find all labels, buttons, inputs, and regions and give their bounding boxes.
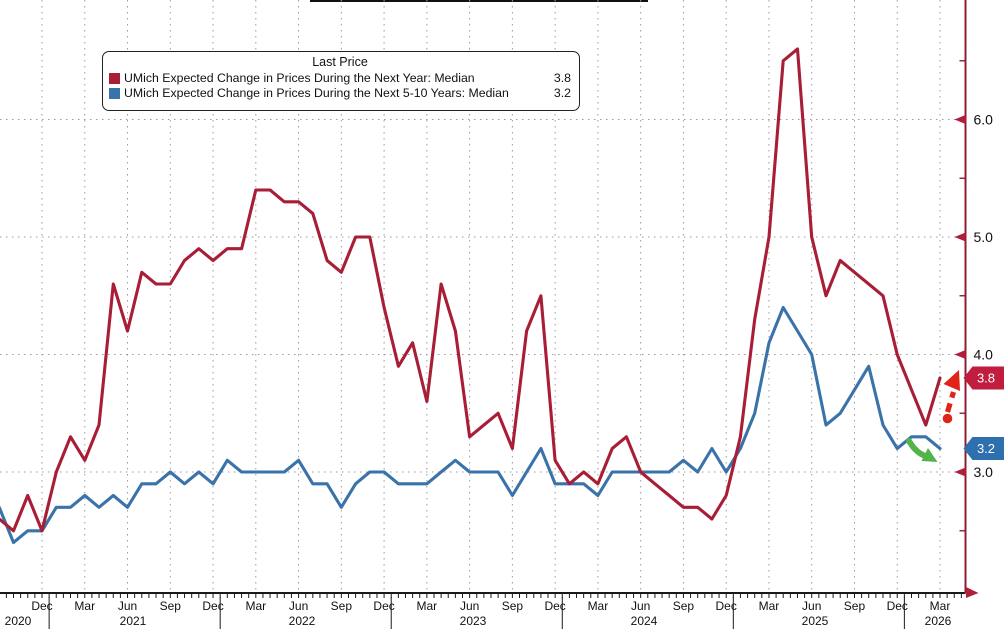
x-tick-label: Dec — [544, 599, 565, 613]
x-year-label: 2021 — [120, 614, 147, 628]
series-line-next-5-10-years — [0, 305, 942, 545]
x-tick-label: Mar — [74, 599, 95, 613]
x-tick-label: Dec — [31, 599, 52, 613]
red-up-arrowhead-icon — [943, 370, 960, 391]
series-line-next-year — [0, 47, 942, 533]
x-tick-label: Mar — [759, 599, 780, 613]
green-down-arrowhead-icon — [921, 448, 938, 462]
series-value-next-year: 3.8 — [553, 71, 571, 85]
last-price-badge-next-5-10-years — [963, 437, 1004, 460]
series-label-next-5-10-years: UMich Expected Change in Prices During t… — [124, 86, 509, 100]
series-label-next-year: UMich Expected Change in Prices During t… — [124, 71, 475, 85]
y-tick-arrow-icon — [954, 350, 966, 359]
x-tick-label: Jun — [631, 599, 650, 613]
x-tick-label: Jun — [460, 599, 479, 613]
x-tick-label: Mar — [930, 599, 951, 613]
x-tick-label: Sep — [673, 599, 695, 613]
x-year-label: 2026 — [925, 614, 952, 628]
x-tick-label: Dec — [202, 599, 223, 613]
axis-corner-arrow-icon — [966, 587, 979, 598]
series-swatch-next-year-icon — [109, 73, 120, 84]
y-tick-label: 6.0 — [974, 112, 994, 128]
x-tick-label: Dec — [373, 599, 394, 613]
x-tick-label: Mar — [417, 599, 438, 613]
x-year-label: 2022 — [289, 614, 316, 628]
last-price-badge-value: 3.8 — [977, 371, 995, 386]
top-border-line — [310, 0, 648, 2]
y-tick-arrow-icon — [954, 115, 966, 124]
legend-row-next-year: UMich Expected Change in Prices During t… — [109, 71, 571, 86]
x-tick-label: Sep — [331, 599, 353, 613]
series-value-next-5-10-years: 3.2 — [553, 86, 571, 100]
red-arrow-dashed-shaft-icon — [945, 391, 956, 413]
y-tick-arrow-icon — [954, 232, 966, 242]
x-year-label: 2023 — [460, 614, 487, 628]
green-arrow-tail-icon — [906, 438, 930, 460]
y-tick-arrow-icon — [954, 467, 966, 477]
x-year-label: 2024 — [631, 614, 658, 628]
x-tick-label: Sep — [844, 599, 866, 613]
last-price-badge-next-year — [963, 366, 1004, 390]
y-tick-label: 4.0 — [974, 347, 994, 363]
x-tick-label: Jun — [289, 599, 308, 613]
series-swatch-next-5-10-years-icon — [109, 88, 120, 99]
red-arrow-base-dot-icon — [942, 413, 953, 424]
last-price-badge-value: 3.2 — [977, 441, 995, 456]
legend-title: Last Price — [312, 55, 368, 69]
legend-row-next-5-10-years: UMich Expected Change in Prices During t… — [109, 86, 571, 101]
x-tick-label: Dec — [887, 599, 908, 613]
x-tick-label: Jun — [802, 599, 821, 613]
y-tick-label: 3.0 — [974, 464, 994, 480]
x-tick-label: Mar — [588, 599, 609, 613]
x-year-label: 2025 — [802, 614, 829, 628]
y-tick-label: 5.0 — [974, 229, 994, 245]
x-tick-label: Dec — [716, 599, 737, 613]
x-tick-label: Sep — [160, 599, 182, 613]
x-tick-label: Mar — [245, 599, 266, 613]
legend: Last Price UMich Expected Change in Pric… — [102, 51, 580, 111]
x-tick-label: Jun — [118, 599, 137, 613]
x-year-label: 2020 — [5, 614, 32, 628]
x-tick-label: Sep — [502, 599, 524, 613]
